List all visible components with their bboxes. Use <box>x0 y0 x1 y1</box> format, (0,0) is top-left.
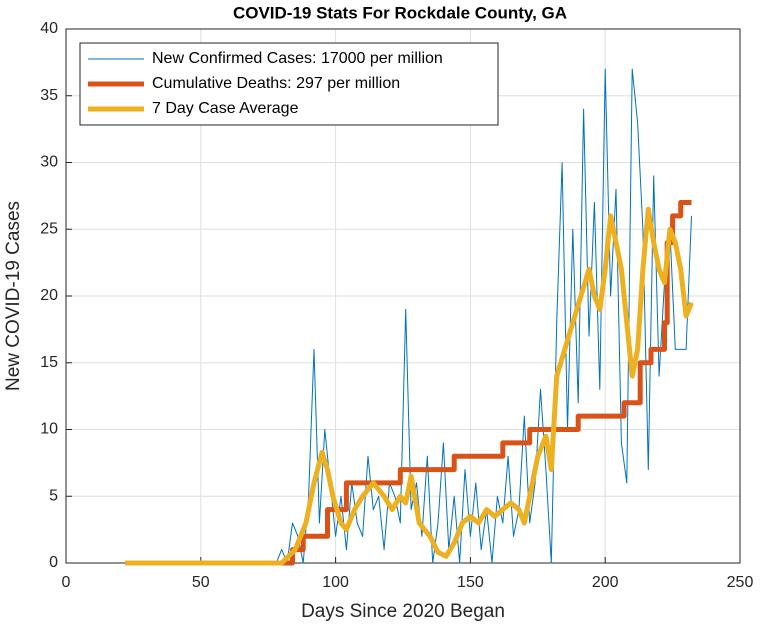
x-tick-label: 250 <box>727 574 754 591</box>
y-tick-label: 40 <box>40 20 58 37</box>
legend-label: New Confirmed Cases: 17000 per million <box>152 50 443 67</box>
x-tick-label: 200 <box>592 574 619 591</box>
x-axis-label: Days Since 2020 Began <box>301 601 505 622</box>
x-tick-label: 50 <box>192 574 210 591</box>
y-tick-label: 25 <box>40 220 58 237</box>
x-tick-label: 100 <box>322 574 349 591</box>
y-tick-label: 15 <box>40 354 58 371</box>
series-line <box>125 206 694 566</box>
legend-label: Cumulative Deaths: 297 per million <box>152 75 400 92</box>
y-tick-label: 10 <box>40 421 58 438</box>
legend-label: 7 Day Case Average <box>152 100 299 117</box>
chart-title: COVID-19 Stats For Rockdale County, GA <box>233 3 567 22</box>
axes-box <box>65 28 741 564</box>
y-tick-label: 5 <box>49 487 58 504</box>
y-tick-label: 20 <box>40 287 58 304</box>
y-axis-label: New COVID-19 Cases <box>3 201 24 391</box>
y-tick-label: 0 <box>49 554 58 571</box>
legend-box <box>79 42 499 126</box>
x-tick-label: 0 <box>62 574 71 591</box>
series-line <box>125 68 692 564</box>
x-tick-label: 150 <box>457 574 484 591</box>
y-tick-label: 35 <box>40 87 58 104</box>
y-tick-label: 30 <box>40 154 58 171</box>
